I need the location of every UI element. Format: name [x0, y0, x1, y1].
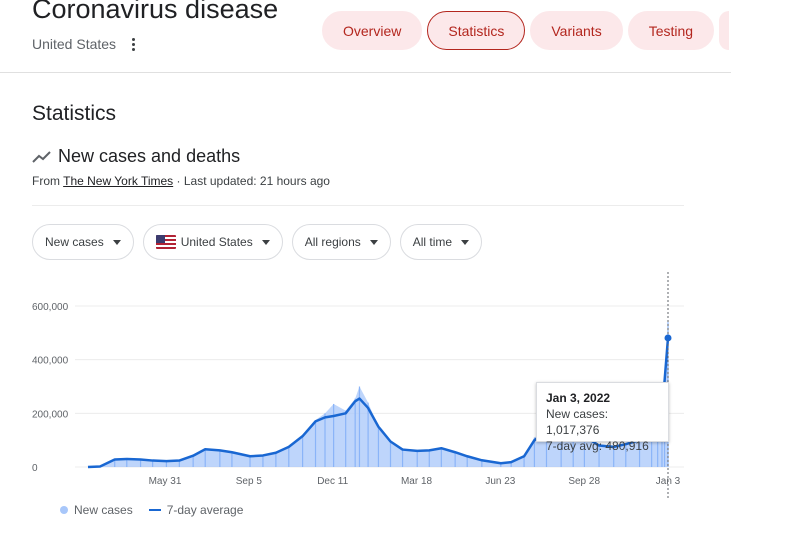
x-tick-label: Mar 18 [401, 476, 433, 487]
x-tick-label: Dec 11 [317, 476, 348, 487]
card-divider [32, 205, 684, 206]
seven-day-average-line [87, 337, 670, 469]
chevron-down-icon [369, 239, 378, 245]
us-flag-icon [155, 235, 176, 249]
chevron-down-icon [461, 239, 470, 245]
cases-chart[interactable]: 0 200,000 400,000 600,000 May 31 Sep 5 Dec 11 M… [0, 262, 700, 498]
topic-tabs: Overview Statistics Variants Testing [322, 11, 730, 50]
more-options-icon[interactable] [126, 36, 140, 52]
timeframe-label: All time [412, 235, 453, 249]
card-title-text: New cases and deaths [58, 146, 241, 166]
country-dropdown[interactable]: United States [142, 224, 283, 260]
legend-average[interactable]: 7-day average [148, 503, 244, 517]
regions-label: All regions [304, 235, 361, 249]
x-tick-label: Jun 23 [485, 476, 515, 487]
chevron-down-icon [261, 239, 270, 245]
tab-statistics[interactable]: Statistics [427, 11, 526, 50]
y-tick-label: 0 [32, 463, 38, 474]
x-tick-label: Sep 28 [568, 476, 600, 487]
tab-testing[interactable]: Testing [627, 11, 715, 50]
location-label: United States [32, 36, 117, 52]
legend-average-label: 7-day average [166, 503, 244, 517]
timeframe-dropdown[interactable]: All time [399, 224, 483, 260]
tooltip-date: Jan 3, 2022 [546, 391, 611, 405]
source-link[interactable]: The New York Times [63, 174, 174, 188]
x-tick-label: Sep 5 [236, 476, 263, 487]
card-title: New cases and deaths [32, 146, 240, 167]
y-tick-label: 400,000 [32, 356, 69, 367]
source-line: From The New York Times · Last updated: … [32, 174, 330, 188]
metric-label: New cases [45, 235, 104, 249]
chart-legend: New cases 7-day average [60, 503, 243, 517]
last-updated: · Last updated: 21 hours ago [176, 174, 330, 188]
legend-dot-icon [60, 506, 68, 514]
section-title: Statistics [32, 102, 117, 125]
tooltip-avg: 7-day avg: 480,916 [546, 439, 649, 453]
location-subtitle: United States [32, 36, 140, 52]
legend-line-icon [148, 509, 161, 511]
header-divider [0, 72, 731, 73]
y-tick-label: 200,000 [32, 409, 69, 420]
metric-dropdown[interactable]: New cases [32, 224, 134, 260]
filter-bar: New cases United States All regions All … [32, 224, 483, 260]
trending-icon [32, 150, 51, 163]
tab-variants[interactable]: Variants [530, 11, 623, 50]
tab-more-partial[interactable] [719, 11, 730, 50]
country-label: United States [180, 235, 253, 249]
source-prefix: From [32, 174, 60, 188]
tooltip-cases: New cases: 1,017,376 [546, 407, 609, 437]
y-tick-label: 600,000 [32, 302, 69, 313]
tab-overview[interactable]: Overview [322, 11, 423, 50]
page-title: Coronavirus disease [32, 0, 279, 24]
chevron-down-icon [112, 239, 121, 245]
regions-dropdown[interactable]: All regions [291, 224, 391, 260]
x-tick-label: May 31 [149, 476, 182, 487]
legend-new-cases-label: New cases [74, 503, 133, 517]
legend-new-cases[interactable]: New cases [60, 503, 133, 517]
chart-tooltip: Jan 3, 2022 New cases: 1,017,376 7-day a… [536, 382, 669, 453]
hover-point [664, 334, 672, 342]
